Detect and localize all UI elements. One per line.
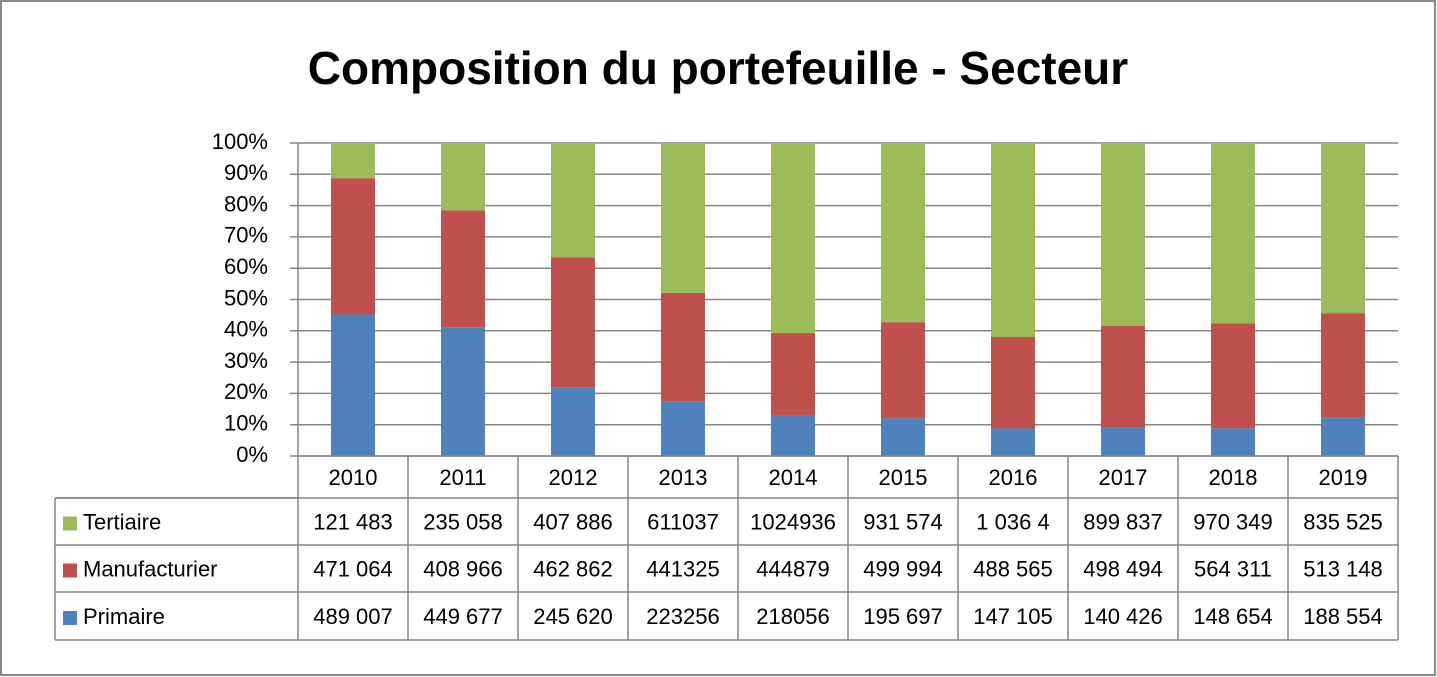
y-tick-label: 10% [224, 411, 268, 436]
y-tick-label: 90% [224, 160, 268, 185]
table-value: 235 058 [423, 509, 503, 534]
table-value: 407 886 [533, 509, 613, 534]
table-value: 148 654 [1193, 604, 1273, 629]
table-value: 188 554 [1303, 604, 1383, 629]
bar-segment [881, 418, 925, 456]
table-value: 498 494 [1083, 556, 1163, 581]
table-value: 1 036 4 [976, 509, 1049, 534]
table-value: 147 105 [973, 604, 1053, 629]
y-tick-label: 50% [224, 285, 268, 310]
table-value: 931 574 [863, 509, 943, 534]
y-tick-label: 30% [224, 348, 268, 373]
x-tick-label: 2015 [879, 465, 928, 490]
bar-segment [1101, 427, 1145, 456]
legend-swatch [63, 563, 77, 578]
bar-segment [331, 314, 375, 456]
y-tick-label: 70% [224, 223, 268, 248]
bar-segment [551, 143, 595, 258]
table-value: 611037 [647, 509, 719, 534]
bar-segment [661, 401, 705, 456]
y-tick-label: 60% [224, 254, 268, 279]
table-value: 245 620 [533, 604, 613, 629]
table-value: 408 966 [423, 556, 503, 581]
bar-segment [1211, 143, 1255, 324]
table-value: 835 525 [1303, 509, 1383, 534]
bar-segment [771, 143, 815, 334]
y-tick-label: 20% [224, 379, 268, 404]
table-value: 564 311 [1194, 556, 1272, 581]
table-value: 513 148 [1303, 556, 1383, 581]
bar-segment [771, 415, 815, 456]
table-value: 970 349 [1193, 509, 1273, 534]
bar-segment [661, 143, 705, 293]
x-tick-label: 2018 [1209, 465, 1258, 490]
y-tick-label: 100% [212, 129, 268, 154]
table-value: 195 697 [863, 604, 943, 629]
legend-label: Primaire [83, 604, 165, 629]
bar-segment [1321, 143, 1365, 314]
table-value: 121 483 [313, 509, 393, 534]
bar-segment [991, 428, 1035, 456]
bar-segment [991, 143, 1035, 338]
bar-segment [1101, 326, 1145, 428]
bar-segment [331, 143, 375, 179]
x-tick-label: 2012 [549, 465, 598, 490]
bar-segment [551, 387, 595, 456]
bar-segment [441, 327, 485, 456]
legend-label: Manufacturier [83, 556, 218, 581]
bar-segment [331, 178, 375, 315]
bar-segment [1321, 417, 1365, 456]
bar-segment [441, 143, 485, 211]
y-tick-label: 0% [236, 442, 268, 467]
table-value: 444879 [756, 556, 829, 581]
table-value: 488 565 [973, 556, 1053, 581]
table-value: 1024936 [750, 509, 836, 534]
bar-segment [661, 292, 705, 402]
x-tick-label: 2016 [989, 465, 1038, 490]
bar-segment [991, 337, 1035, 429]
bar-segment [1211, 323, 1255, 429]
x-tick-label: 2013 [659, 465, 708, 490]
table-value: 223256 [646, 604, 719, 629]
x-tick-label: 2017 [1099, 465, 1148, 490]
table-value: 441325 [646, 556, 719, 581]
table-value: 462 862 [533, 556, 613, 581]
table-value: 471 064 [313, 556, 393, 581]
bar-segment [1101, 143, 1145, 327]
table-value: 899 837 [1083, 509, 1163, 534]
y-tick-label: 40% [224, 317, 268, 342]
legend-label: Tertiaire [83, 509, 161, 534]
chart-title: Composition du portefeuille - Secteur [308, 42, 1128, 94]
bar-segment [1211, 428, 1255, 456]
x-tick-label: 2019 [1319, 465, 1368, 490]
bar-segment [551, 257, 595, 388]
x-tick-label: 2011 [439, 465, 486, 490]
bar-segment [1321, 313, 1365, 418]
bar-segment [771, 333, 815, 416]
legend-swatch [63, 611, 77, 625]
bar-segment [881, 143, 925, 323]
legend-swatch [63, 516, 77, 531]
table-value: 499 994 [863, 556, 943, 581]
x-tick-label: 2014 [769, 465, 818, 490]
table-value: 489 007 [313, 604, 393, 629]
table-value: 140 426 [1083, 604, 1163, 629]
y-tick-label: 80% [224, 191, 268, 216]
table-value: 449 677 [423, 604, 503, 629]
bar-segment [881, 322, 925, 419]
x-tick-label: 2010 [329, 465, 378, 490]
bar-segment [441, 210, 485, 328]
table-value: 218056 [756, 604, 829, 629]
